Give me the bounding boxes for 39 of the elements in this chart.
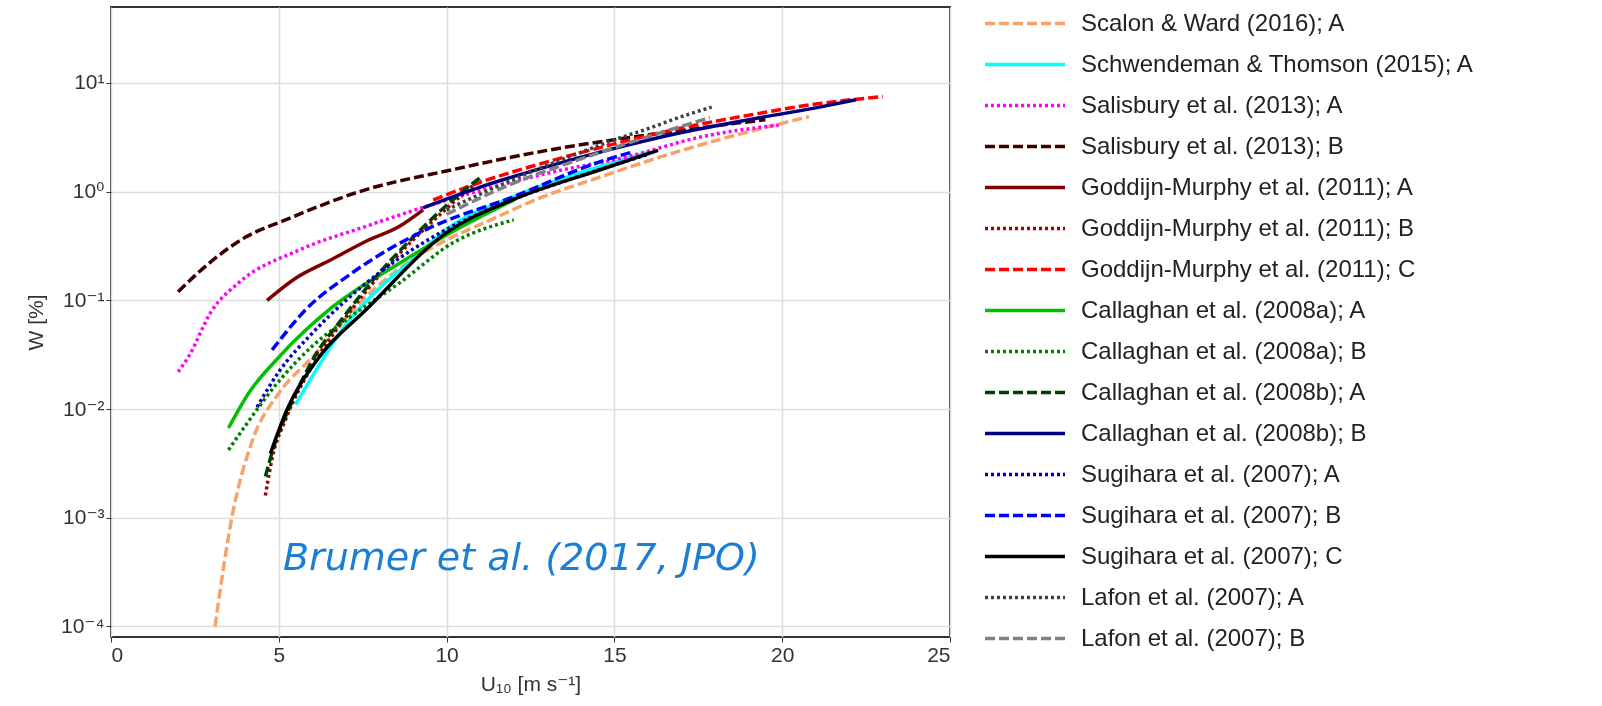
y-tick-label: 10⁻² [63,396,105,420]
line-series [270,150,633,352]
line-series [176,117,768,294]
line-series [265,208,425,303]
legend-label: Callaghan et al. (2008a); B [1081,336,1367,364]
y-tick-label: 10⁻⁴ [61,613,105,637]
line-series [431,94,885,202]
y-tick-label: 10¹ [74,70,105,94]
legend-label: Callaghan et al. (2008b); B [1081,418,1367,446]
line-series [213,114,811,629]
line-series [176,123,781,374]
y-tick-label: 10⁻³ [63,505,105,529]
legend-label: Sugihara et al. (2007); C [1081,541,1343,569]
legend-label: Salisbury et al. (2013); A [1081,90,1343,118]
legend-label: Scalon & Ward (2016); A [1081,8,1345,36]
y-tick-label: 10⁻¹ [63,287,105,311]
x-tick-label: 10 [435,642,459,666]
x-tick-label: 15 [603,642,627,666]
x-tick-label: 20 [771,642,795,666]
legend-label: Callaghan et al. (2008a); A [1081,295,1366,323]
legend-label: Salisbury et al. (2013); B [1081,131,1344,159]
y-tick-label: 10⁰ [72,179,105,203]
legend-label: Lafon et al. (2007); A [1081,582,1304,610]
y-axis-title: W [%] [24,294,48,351]
legend-label: Goddijn-Murphy et al. (2011); A [1081,172,1413,200]
x-tick-label: 0 [111,642,124,666]
legend-label: Schwendeman & Thomson (2015); A [1081,49,1473,77]
line-series [226,218,516,452]
line-series [268,148,660,456]
legend-label: Sugihara et al. (2007); A [1081,459,1340,487]
x-axis-title: U₁₀ [m s⁻¹] [480,671,582,695]
legend-label: Goddijn-Murphy et al. (2011); C [1081,254,1416,282]
legend-label: Goddijn-Murphy et al. (2011); B [1081,213,1415,241]
legend-label: Lafon et al. (2007); B [1081,623,1306,651]
legend-label: Callaghan et al. (2008b); A [1081,377,1366,405]
legend-label: Sugihara et al. (2007); B [1081,500,1342,528]
annotation: Brumer et al. (2017, JPO) [283,535,760,579]
x-tick-label: 5 [273,642,286,666]
x-tick-label: 25 [927,642,951,666]
